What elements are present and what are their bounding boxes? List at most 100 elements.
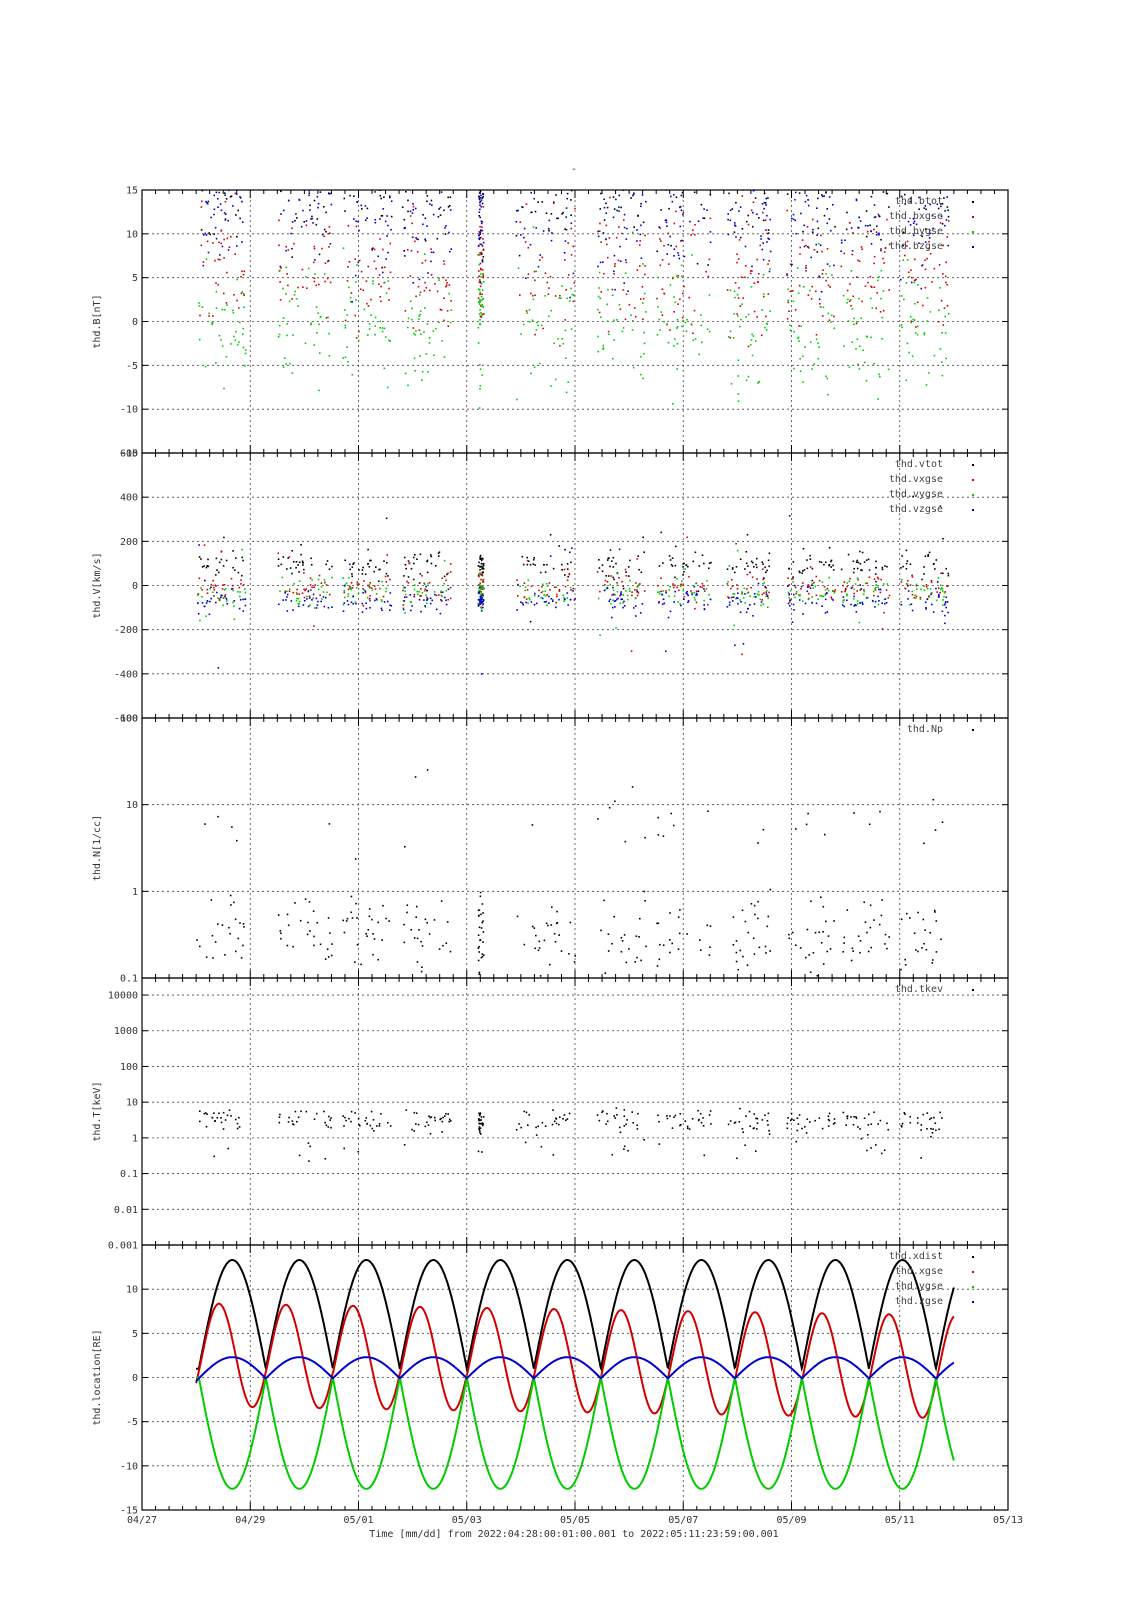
data-point	[280, 267, 282, 269]
data-point	[623, 1109, 626, 1111]
data-point	[904, 1113, 906, 1115]
data-point	[574, 955, 576, 957]
data-point	[885, 174, 887, 176]
data-point	[480, 607, 483, 610]
data-point	[883, 262, 885, 264]
data-point	[815, 158, 817, 160]
data-point	[478, 973, 480, 975]
data-point	[324, 958, 327, 960]
data-point	[201, 596, 203, 598]
data-point	[561, 338, 563, 340]
data-point	[710, 1123, 712, 1125]
data-point	[628, 948, 630, 950]
data-point	[857, 935, 860, 937]
data-point	[657, 181, 659, 183]
data-point	[385, 292, 388, 294]
data-point	[360, 963, 362, 966]
data-point	[787, 577, 789, 579]
data-point	[481, 143, 483, 145]
data-point	[371, 190, 374, 191]
data-point	[940, 938, 942, 941]
data-point	[929, 932, 931, 934]
data-point	[746, 588, 748, 590]
data-point	[330, 203, 333, 206]
data-point	[479, 600, 481, 603]
data-point	[367, 929, 370, 931]
data-point	[676, 326, 679, 328]
data-point	[481, 221, 484, 223]
data-point	[618, 303, 621, 306]
data-point	[672, 154, 674, 156]
data-point	[913, 220, 916, 223]
data-point	[208, 312, 210, 315]
data-point	[747, 313, 750, 316]
data-point	[479, 1112, 482, 1114]
data-point	[478, 215, 481, 217]
data-point	[820, 595, 823, 597]
data-point	[728, 186, 730, 188]
data-point	[694, 169, 696, 171]
data-point	[852, 232, 854, 234]
data-point	[825, 192, 827, 194]
data-point	[767, 237, 769, 240]
data-point	[233, 618, 236, 621]
data-point	[204, 579, 206, 582]
data-point	[285, 159, 287, 161]
data-point	[221, 345, 224, 347]
data-point	[694, 224, 696, 226]
data-point	[856, 590, 858, 592]
data-point	[567, 242, 569, 244]
data-point	[940, 588, 942, 591]
data-point	[929, 1118, 931, 1121]
data-point	[787, 1117, 789, 1119]
data-point	[625, 293, 628, 296]
data-point	[874, 606, 876, 608]
data-point	[391, 150, 393, 152]
data-point	[938, 119, 940, 121]
data-point	[478, 134, 480, 136]
data-point	[445, 279, 447, 281]
data-point	[921, 235, 924, 238]
data-point	[566, 568, 569, 570]
data-point	[198, 338, 201, 341]
data-point	[283, 209, 285, 212]
data-point	[737, 170, 739, 172]
data-point	[479, 323, 481, 326]
data-point	[242, 273, 245, 276]
data-point	[807, 199, 809, 201]
data-point	[570, 222, 573, 225]
data-point	[369, 587, 371, 589]
data-point	[913, 180, 915, 182]
data-point	[480, 587, 483, 590]
data-point	[633, 193, 635, 195]
data-point	[286, 175, 288, 177]
data-point	[368, 598, 371, 600]
data-point	[606, 303, 608, 306]
data-point	[286, 568, 288, 570]
data-point	[947, 572, 950, 575]
data-point	[222, 154, 224, 156]
data-point	[555, 606, 557, 609]
data-point	[409, 275, 412, 277]
data-point	[480, 243, 483, 246]
data-point	[379, 587, 381, 590]
y-axis-label: thd.location[RE]	[92, 1329, 103, 1425]
data-point	[922, 918, 925, 921]
data-point	[941, 587, 943, 589]
data-point	[874, 600, 877, 603]
data-point	[479, 895, 482, 898]
data-point	[939, 287, 941, 289]
data-point	[613, 339, 615, 341]
data-point	[212, 107, 214, 109]
legend-marker	[972, 1271, 974, 1273]
data-point	[217, 283, 219, 286]
data-point	[623, 282, 625, 284]
data-point	[226, 1114, 229, 1117]
data-point	[389, 1125, 392, 1127]
data-point	[284, 357, 286, 359]
data-point	[351, 373, 354, 376]
data-point	[852, 295, 854, 298]
data-point	[765, 197, 767, 200]
data-point	[354, 164, 356, 166]
data-point	[330, 107, 332, 109]
